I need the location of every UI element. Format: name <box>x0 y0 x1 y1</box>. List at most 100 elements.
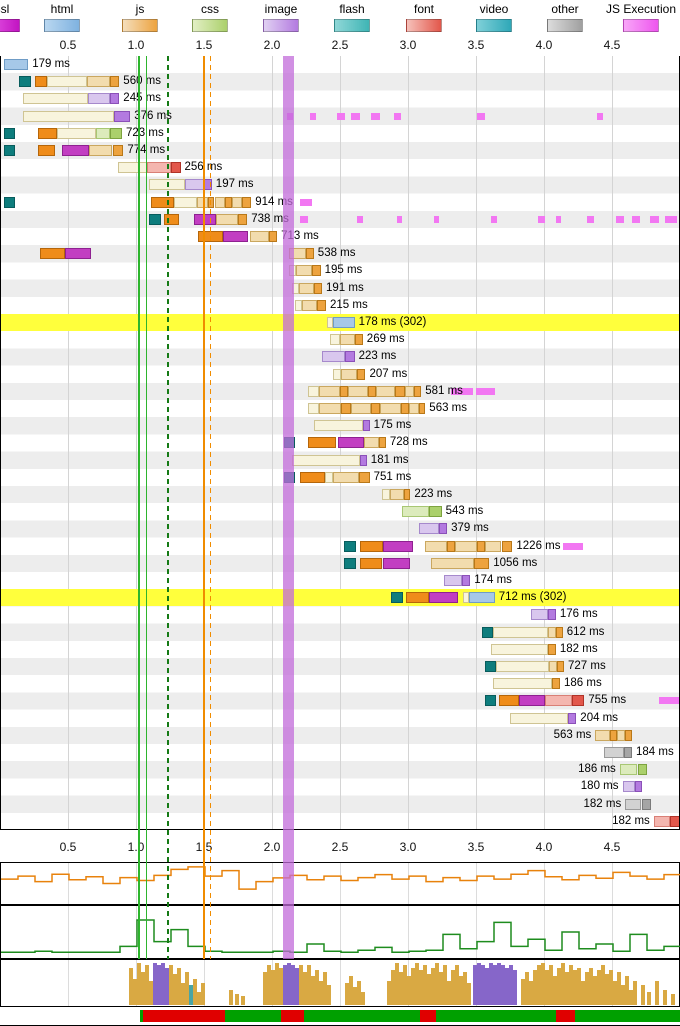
request-duration-label: 182 ms <box>612 814 650 827</box>
request-row[interactable]: 543 ms <box>1 503 679 520</box>
request-row[interactable]: 175 ms <box>1 417 679 434</box>
request-row[interactable]: 563 ms <box>1 400 679 417</box>
legend-item-font: font <box>406 2 442 34</box>
request-row[interactable]: 178 ms (302) <box>1 314 679 332</box>
request-duration-label: 379 ms <box>451 522 489 535</box>
segment-img_d <box>438 523 448 535</box>
request-row[interactable]: 581 ms <box>1 383 679 400</box>
request-row[interactable]: 181 ms <box>1 452 679 469</box>
segment-conn <box>308 437 336 449</box>
legend-item-other: other <box>547 2 583 34</box>
cpu-utilization-chart <box>0 862 680 905</box>
legend-item-label: image <box>264 2 298 16</box>
request-row[interactable]: 1226 ms <box>1 538 679 555</box>
request-row[interactable]: 712 ms (302) <box>1 589 679 607</box>
request-row[interactable]: 186 ms <box>1 675 679 692</box>
request-row[interactable]: 612 ms <box>1 624 679 641</box>
request-row[interactable]: 751 ms <box>1 469 679 486</box>
segment-dns <box>343 557 356 569</box>
segment-wait <box>149 179 185 191</box>
segment-js_d <box>547 643 556 655</box>
segment-dns <box>3 145 15 156</box>
request-row[interactable]: 176 ms <box>1 606 679 623</box>
request-row[interactable]: 269 ms <box>1 331 679 348</box>
request-row[interactable]: 245 ms <box>1 90 679 107</box>
request-row[interactable]: 197 ms <box>1 176 679 193</box>
segment-js <box>298 282 314 294</box>
request-row[interactable]: 184 ms <box>1 744 679 761</box>
request-row[interactable]: 738 ms <box>1 211 679 228</box>
main-thread-strip <box>0 959 680 1007</box>
request-duration-label: 256 ms <box>184 161 223 174</box>
request-row[interactable]: 204 ms <box>1 710 679 727</box>
main-thread-activity-bar <box>573 970 577 1005</box>
request-row[interactable]: 713 ms <box>1 228 679 245</box>
request-row[interactable]: 182 ms <box>1 813 679 829</box>
request-row[interactable]: 563 ms <box>1 727 679 744</box>
request-row[interactable]: 723 ms <box>1 125 679 142</box>
request-row[interactable]: 379 ms <box>1 520 679 537</box>
segment-ssl <box>64 248 91 260</box>
request-row[interactable]: 186 ms <box>1 761 679 778</box>
main-thread-activity-bar <box>361 992 365 1005</box>
request-row[interactable]: 755 ms <box>1 692 679 709</box>
request-row[interactable]: 914 ms <box>1 194 679 211</box>
segment-css_d <box>109 127 122 139</box>
request-row[interactable]: 256 ms <box>1 159 679 176</box>
segment-font <box>653 815 671 827</box>
main-thread-activity-bar <box>423 965 427 1005</box>
segment-js <box>430 557 475 569</box>
page-interactive-bar <box>0 1007 680 1026</box>
main-thread-activity-bar <box>173 974 177 1005</box>
request-row[interactable]: 180 ms <box>1 778 679 795</box>
request-row[interactable]: 195 ms <box>1 262 679 279</box>
segment-wait <box>327 317 333 328</box>
segment-js <box>595 729 611 741</box>
js-execution-mark <box>309 112 317 120</box>
interactive-red-segment <box>420 1010 436 1022</box>
main-thread-activity-bar <box>307 965 311 1005</box>
main-thread-activity-bar <box>625 976 629 1005</box>
segment-wait <box>509 712 569 724</box>
request-duration-label: 215 ms <box>330 298 368 311</box>
segment-conn <box>164 213 180 225</box>
request-row[interactable]: 191 ms <box>1 280 679 297</box>
request-row[interactable]: 215 ms <box>1 297 679 314</box>
request-row[interactable]: 1056 ms <box>1 555 679 572</box>
legend-item-label: video <box>479 2 509 16</box>
js-execution-mark <box>350 112 360 120</box>
main-thread-activity-bar <box>621 985 625 1005</box>
request-duration-label: 376 ms <box>134 109 172 122</box>
segment-js <box>249 231 269 242</box>
request-row[interactable]: 774 ms <box>1 142 679 159</box>
request-row[interactable]: 728 ms <box>1 434 679 451</box>
request-duration-label: 204 ms <box>580 711 619 724</box>
request-row[interactable]: 182 ms <box>1 796 679 813</box>
legend-item-label: js <box>135 2 145 16</box>
js-execution-mark <box>475 387 495 395</box>
request-duration-label: 1226 ms <box>516 539 561 552</box>
segment-js <box>214 196 226 208</box>
request-row[interactable]: 207 ms <box>1 366 679 383</box>
main-thread-activity-bar <box>349 976 353 1005</box>
main-thread-activity-bar <box>509 965 513 1005</box>
request-row[interactable]: 174 ms <box>1 572 679 589</box>
segment-js <box>350 403 371 414</box>
main-thread-activity-bar <box>403 965 407 1005</box>
js-execution-mark <box>433 215 439 223</box>
segment-other <box>625 798 642 810</box>
request-row[interactable]: 376 ms <box>1 108 679 125</box>
request-duration-label: 179 ms <box>32 58 70 70</box>
segment-js_d <box>109 76 120 88</box>
js-execution-mark <box>562 542 584 550</box>
request-row[interactable]: 223 ms <box>1 348 679 365</box>
segment-img <box>418 523 439 535</box>
request-row[interactable]: 179 ms <box>1 56 679 73</box>
js-execution-mark <box>477 112 486 120</box>
segment-other <box>603 747 624 758</box>
request-row[interactable]: 538 ms <box>1 245 679 262</box>
request-row[interactable]: 727 ms <box>1 658 679 675</box>
request-row[interactable]: 223 ms <box>1 486 679 503</box>
request-row[interactable]: 182 ms <box>1 641 679 658</box>
request-row[interactable]: 560 ms <box>1 73 679 90</box>
